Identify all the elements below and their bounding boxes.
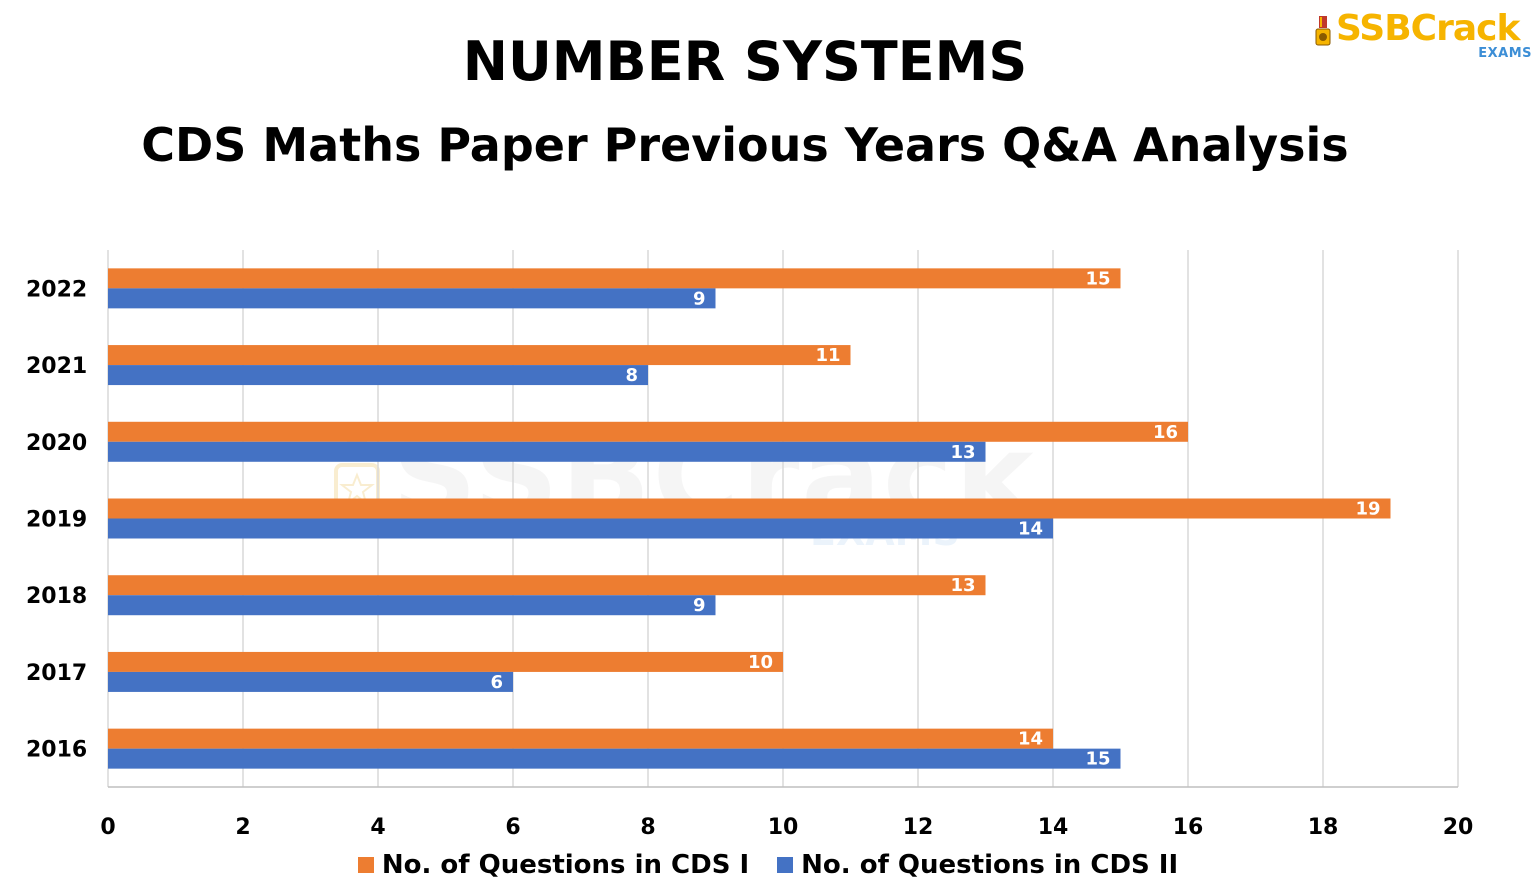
category-label: 2022 <box>26 277 87 302</box>
x-tick-labels: 0 2 4 6 8 10 12 14 16 18 20 <box>100 815 1473 840</box>
x-tick-label: 16 <box>1173 815 1204 840</box>
legend-item-cds-i: No. of Questions in CDS I <box>357 850 750 880</box>
data-label: 9 <box>693 288 706 309</box>
legend-label: No. of Questions in CDS I <box>381 850 750 880</box>
bar-cds-ii-2021 <box>108 365 648 386</box>
data-label: 6 <box>490 672 503 693</box>
bar-cds-i-2016 <box>108 728 1053 749</box>
medal-icon <box>1315 16 1331 46</box>
logo-brand: SSBCrack <box>1336 8 1520 49</box>
data-label: 13 <box>950 575 975 596</box>
data-label: 15 <box>1085 749 1110 770</box>
logo-sub: EXAMS <box>1478 46 1532 61</box>
bar-cds-ii-2020 <box>108 441 986 462</box>
data-label: 16 <box>1153 422 1178 443</box>
legend-swatch <box>777 857 794 873</box>
x-tick-label: 2 <box>235 815 250 840</box>
category-label: 2021 <box>26 354 87 379</box>
chart-title: NUMBER SYSTEMS <box>462 30 1028 93</box>
category-labels: 2022 2021 2020 2019 2018 2017 2016 <box>26 277 87 762</box>
bar-cds-ii-2016 <box>108 748 1121 769</box>
category-label: 2020 <box>26 431 87 456</box>
data-label: 11 <box>815 345 840 366</box>
chart-subtitle: CDS Maths Paper Previous Years Q&A Analy… <box>141 118 1349 172</box>
x-tick-label: 12 <box>903 815 934 840</box>
data-label: 10 <box>748 652 773 673</box>
legend-swatch <box>357 857 374 873</box>
category-label: 2016 <box>26 738 87 763</box>
brand-logo[interactable]: SSBCrack EXAMS <box>1312 8 1534 64</box>
x-tick-label: 20 <box>1443 815 1474 840</box>
x-tick-label: 14 <box>1038 815 1069 840</box>
data-label: 14 <box>1018 519 1043 540</box>
category-label: 2018 <box>26 584 87 609</box>
data-label: 14 <box>1018 729 1043 750</box>
x-tick-label: 18 <box>1308 815 1339 840</box>
x-tick-label: 6 <box>505 815 520 840</box>
data-label: 13 <box>950 442 975 463</box>
legend-label: No. of Questions in CDS II <box>801 850 1179 880</box>
bar-cds-ii-2019 <box>108 518 1053 539</box>
bar-cds-i-2022 <box>108 268 1121 289</box>
x-tick-label: 4 <box>370 815 385 840</box>
bars <box>108 268 1391 769</box>
data-label: 15 <box>1085 268 1110 289</box>
x-tick-label: 8 <box>640 815 655 840</box>
data-label: 19 <box>1355 499 1380 520</box>
data-labels: 15 9 11 8 16 13 19 14 13 9 10 6 14 15 <box>490 268 1380 769</box>
category-label: 2017 <box>26 661 87 686</box>
bar-cds-ii-2022 <box>108 288 716 309</box>
legend: No. of Questions in CDS I No. of Question… <box>0 850 1536 886</box>
x-tick-label: 10 <box>768 815 799 840</box>
bar-cds-i-2021 <box>108 345 851 366</box>
bar-cds-i-2017 <box>108 651 783 672</box>
bar-cds-ii-2018 <box>108 595 716 616</box>
legend-item-cds-ii: No. of Questions in CDS II <box>777 850 1178 880</box>
data-label: 9 <box>693 595 706 616</box>
data-label: 8 <box>625 365 638 386</box>
bar-cds-ii-2017 <box>108 671 513 692</box>
category-label: 2019 <box>26 508 87 533</box>
bar-cds-i-2019 <box>108 498 1391 519</box>
bar-cds-i-2020 <box>108 421 1188 442</box>
x-tick-label: 0 <box>100 815 115 840</box>
bar-cds-i-2018 <box>108 575 986 596</box>
